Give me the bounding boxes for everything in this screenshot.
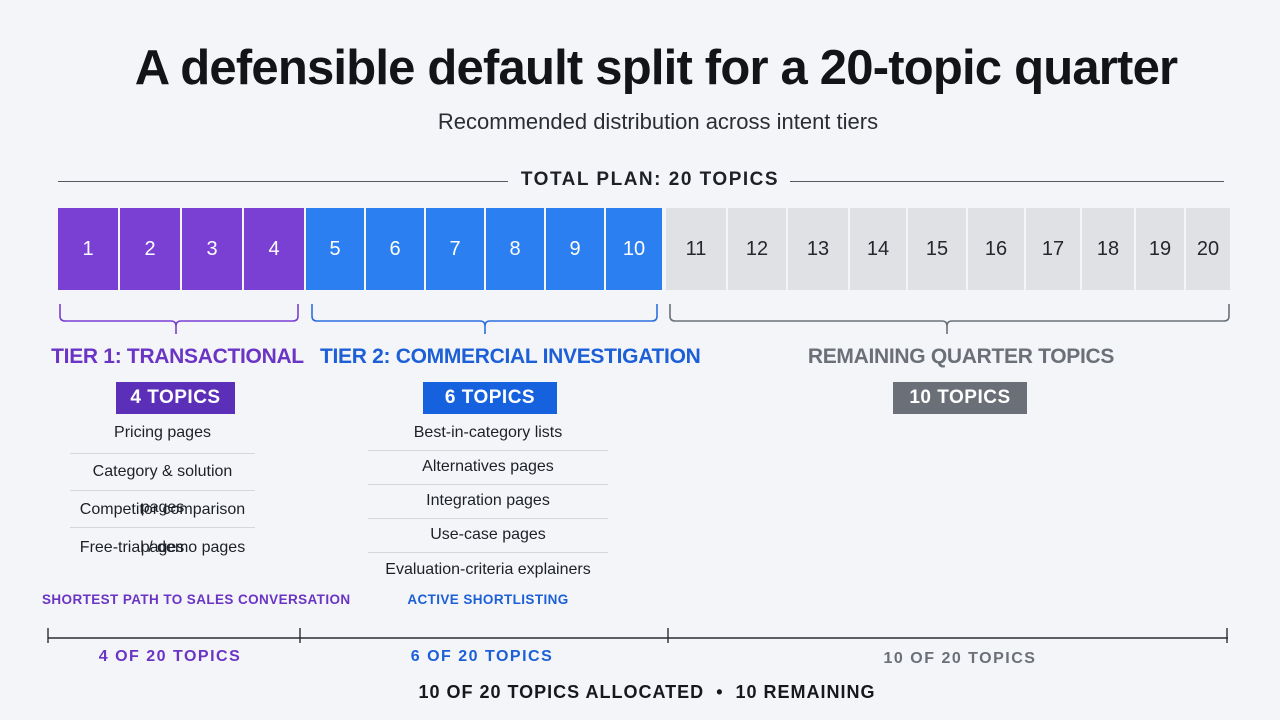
topic-cell: 11 (666, 208, 726, 290)
footer-summary: 10 OF 20 TOPICS ALLOCATED • 10 REMAINING (0, 682, 1280, 703)
list-item: Free-trial / demo pages (79, 539, 246, 556)
topic-cell: 6 (366, 208, 424, 290)
tier2-tagline: ACTIVE SHORTLISTING (407, 592, 569, 607)
remaining-count: 10 OF 20 TOPICS (883, 650, 1037, 667)
tier2-bracket (311, 304, 658, 334)
page-subtitle: Recommended distribution across intent t… (437, 109, 879, 134)
footer-remaining: 10 REMAINING (735, 682, 876, 702)
list-item: Competitor comparison pages (70, 491, 255, 556)
topic-cell: 2 (120, 208, 180, 290)
footer-allocated: 10 OF 20 TOPICS ALLOCATED (418, 682, 705, 702)
remaining-bracket (669, 304, 1230, 334)
remaining-badge: 10 TOPICS (893, 382, 1027, 414)
tier1-count: 4 OF 20 TOPICS (98, 648, 242, 665)
topic-cell: 7 (426, 208, 484, 290)
tier2-list: Best-in-category lists Alternatives page… (368, 417, 608, 586)
topic-cell: 10 (606, 208, 662, 290)
tier1-list: Pricing pages Category & solution pages … (70, 417, 255, 564)
topic-cell: 3 (182, 208, 242, 290)
topic-cell: 20 (1186, 208, 1230, 290)
topic-cells: 1 2 3 4 5 6 7 8 9 10 11 12 13 14 15 16 1… (58, 208, 1230, 290)
topic-cell: 19 (1136, 208, 1184, 290)
topic-cell: 16 (968, 208, 1024, 290)
page-title: A defensible default split for a 20-topi… (134, 41, 1178, 95)
topic-cell: 8 (486, 208, 544, 290)
list-item: Integration pages (368, 485, 608, 519)
topic-cell: 12 (728, 208, 786, 290)
topic-cell: 1 (58, 208, 118, 290)
topic-cell: 17 (1026, 208, 1080, 290)
tier2-count: 6 OF 20 TOPICS (410, 648, 554, 665)
topic-cell: 14 (850, 208, 906, 290)
topic-cell: 18 (1082, 208, 1134, 290)
tier1-tagline: SHORTEST PATH TO SALES CONVERSATION (42, 592, 351, 607)
remaining-title: REMAINING QUARTER TOPICS (807, 345, 1115, 368)
total-plan-label: TOTAL PLAN: 20 TOPICS (520, 169, 780, 190)
tier1-badge: 4 TOPICS (116, 382, 235, 414)
total-rule-right (790, 181, 1224, 182)
topic-cell: 5 (306, 208, 364, 290)
list-item: Pricing pages (70, 417, 255, 454)
topic-cell: 9 (546, 208, 604, 290)
tier1-bracket (59, 304, 299, 334)
total-rule-left (58, 181, 508, 182)
topic-cell: 15 (908, 208, 966, 290)
list-item: Best-in-category lists (368, 417, 608, 451)
list-item: Use-case pages (368, 519, 608, 553)
topic-cell: 13 (788, 208, 848, 290)
list-item: Category & solution pages (70, 454, 255, 516)
list-item: Evaluation-criteria explainers (385, 561, 591, 578)
footer-separator: • (716, 682, 724, 702)
list-item: Alternatives pages (368, 451, 608, 485)
tier1-title: TIER 1: TRANSACTIONAL (51, 345, 304, 368)
tier2-title: TIER 2: COMMERCIAL INVESTIGATION (320, 345, 701, 368)
tier2-badge: 6 TOPICS (423, 382, 557, 414)
topic-cell: 4 (244, 208, 304, 290)
